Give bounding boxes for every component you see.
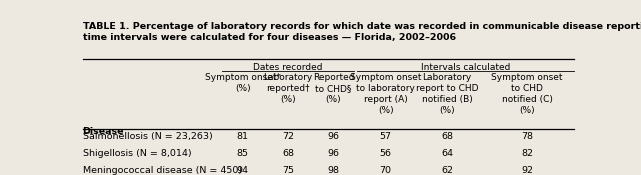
Text: 85: 85 xyxy=(237,149,249,158)
Text: 62: 62 xyxy=(441,166,453,175)
Text: 70: 70 xyxy=(379,166,392,175)
Text: 82: 82 xyxy=(521,149,533,158)
Text: 64: 64 xyxy=(441,149,453,158)
Text: 96: 96 xyxy=(328,149,340,158)
Text: 81: 81 xyxy=(237,132,249,141)
Text: Symptom onset
to CHD
notified (C)
(%): Symptom onset to CHD notified (C) (%) xyxy=(492,73,563,115)
Text: 68: 68 xyxy=(441,132,453,141)
Text: 56: 56 xyxy=(379,149,392,158)
Text: 57: 57 xyxy=(379,132,392,141)
Text: Shigellosis (N = 8,014): Shigellosis (N = 8,014) xyxy=(83,149,191,158)
Text: Salmonellosis (N = 23,263): Salmonellosis (N = 23,263) xyxy=(83,132,212,141)
Text: 75: 75 xyxy=(282,166,294,175)
Text: TABLE 1. Percentage of laboratory records for which date was recorded in communi: TABLE 1. Percentage of laboratory record… xyxy=(83,22,641,42)
Text: 68: 68 xyxy=(282,149,294,158)
Text: 78: 78 xyxy=(521,132,533,141)
Text: Meningococcal disease (N = 450): Meningococcal disease (N = 450) xyxy=(83,166,242,175)
Text: 96: 96 xyxy=(328,132,340,141)
Text: Laboratory
report to CHD
notified (B)
(%): Laboratory report to CHD notified (B) (%… xyxy=(416,73,478,115)
Text: Reported
to CHD§
(%): Reported to CHD§ (%) xyxy=(313,73,354,104)
Text: 72: 72 xyxy=(282,132,294,141)
Text: Dates recorded: Dates recorded xyxy=(253,64,323,72)
Text: 94: 94 xyxy=(237,166,249,175)
Text: 98: 98 xyxy=(328,166,340,175)
Text: Symptom onset*
(%): Symptom onset* (%) xyxy=(205,73,281,93)
Text: Symptom onset
to laboratory
report (A)
(%): Symptom onset to laboratory report (A) (… xyxy=(350,73,421,115)
Text: 92: 92 xyxy=(521,166,533,175)
Text: Laboratory
reported†
(%): Laboratory reported† (%) xyxy=(263,73,313,104)
Text: Intervals calculated: Intervals calculated xyxy=(421,64,511,72)
Text: Disease: Disease xyxy=(83,127,124,136)
